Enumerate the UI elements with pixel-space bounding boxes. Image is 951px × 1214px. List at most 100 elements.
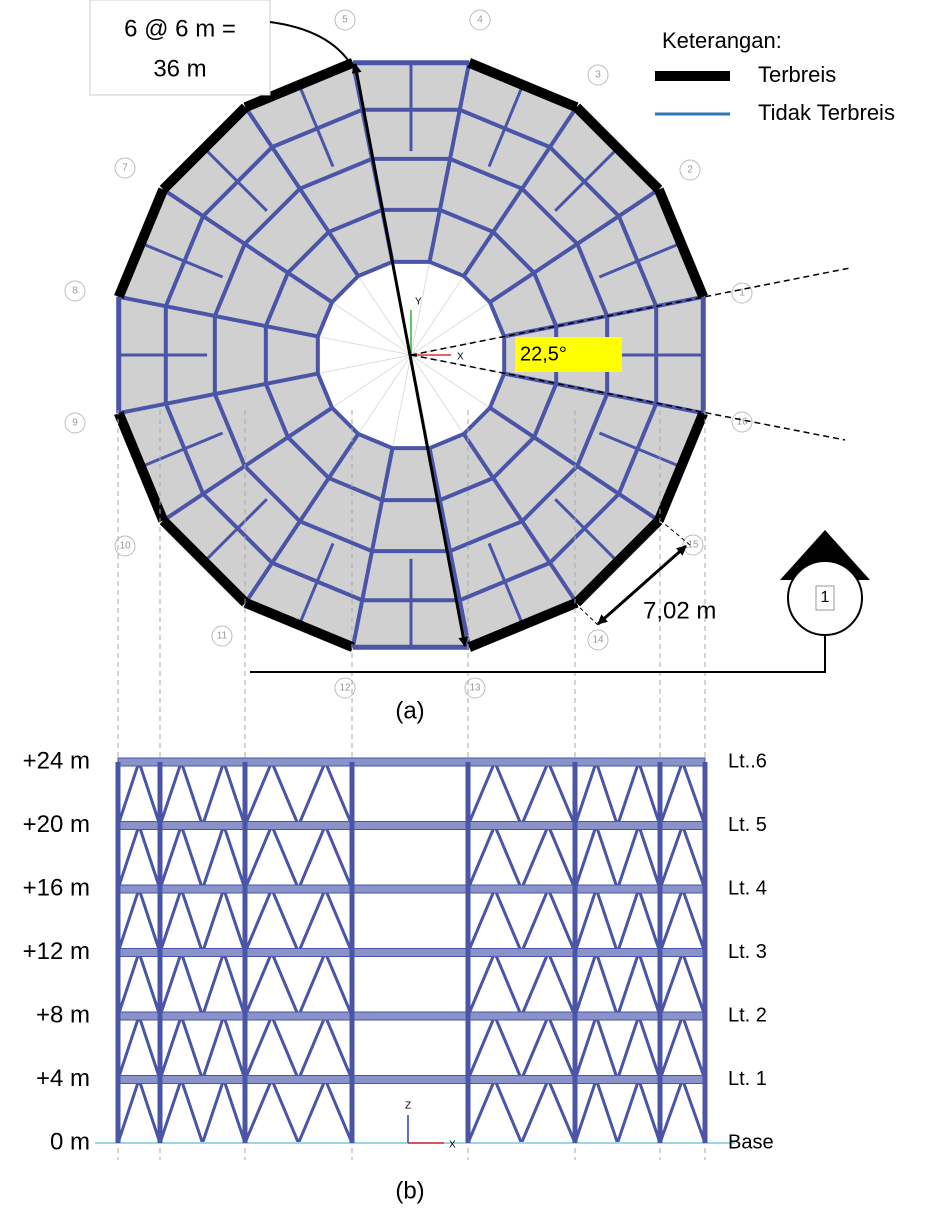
brace (618, 953, 661, 1017)
grid-label: 2 (687, 165, 693, 176)
brace (160, 889, 203, 953)
brace (203, 1080, 246, 1144)
brace (660, 1080, 705, 1144)
caption: (a) (395, 697, 424, 724)
grid-label: 13 (469, 683, 481, 694)
dimension-label: 36 m (153, 55, 206, 82)
floor-beam (118, 949, 705, 957)
grid-label: 7 (122, 163, 128, 174)
grid-label: 4 (477, 15, 483, 26)
brace (660, 953, 705, 1017)
brace (118, 826, 160, 890)
brace (203, 889, 246, 953)
brace (160, 1016, 203, 1080)
brace (468, 826, 522, 890)
brace (660, 1016, 705, 1080)
brace (118, 762, 160, 826)
grid-label: 10 (119, 541, 131, 552)
grid-label: 3 (595, 70, 601, 81)
brace (245, 889, 299, 953)
dimension-label: 6 @ 6 m = (124, 15, 236, 42)
brace (522, 826, 576, 890)
brace (245, 826, 299, 890)
grid-label: 14 (592, 635, 604, 646)
grid-label: 15 (687, 540, 699, 551)
angle-label: 22,5° (520, 343, 567, 365)
brace (299, 762, 353, 826)
brace (660, 826, 705, 890)
level-height: +4 m (36, 1065, 90, 1092)
grid-label: 11 (217, 631, 228, 642)
brace (160, 1080, 203, 1144)
brace (618, 1016, 661, 1080)
axis-label: X (457, 352, 464, 363)
level-height: +12 m (23, 938, 90, 965)
brace (203, 762, 246, 826)
brace (118, 953, 160, 1017)
brace (575, 762, 618, 826)
axis-label: Y (415, 297, 422, 308)
brace (245, 953, 299, 1017)
brace (299, 953, 353, 1017)
legend-label: Terbreis (758, 62, 836, 87)
level-name: Lt. 5 (728, 814, 767, 836)
level-name: Lt..6 (728, 750, 767, 772)
section-label: 1 (821, 589, 830, 606)
brace (660, 762, 705, 826)
caption: (b) (395, 1177, 424, 1204)
brace (299, 889, 353, 953)
brace (160, 826, 203, 890)
axis-label: X (449, 1140, 456, 1151)
level-name: Base (728, 1131, 774, 1153)
extension (575, 603, 598, 625)
level-height: +20 m (23, 811, 90, 838)
brace (118, 1080, 160, 1144)
brace (160, 953, 203, 1017)
brace (468, 1080, 522, 1144)
brace (618, 826, 661, 890)
brace (118, 889, 160, 953)
brace (468, 762, 522, 826)
page: 1234578910111213141516YX +24 mLt..6+20 m… (0, 0, 951, 1214)
legend-label: Tidak Terbreis (758, 100, 895, 125)
legend-title: Keterangan: (662, 28, 782, 53)
floor-beam (118, 758, 705, 766)
brace (575, 953, 618, 1017)
brace (522, 1080, 576, 1144)
brace (203, 1016, 246, 1080)
brace (522, 889, 576, 953)
brace (575, 1080, 618, 1144)
grid-label: 16 (736, 417, 748, 428)
floor-beam (118, 885, 705, 893)
brace (575, 826, 618, 890)
floor-beam (118, 822, 705, 830)
brace (522, 1016, 576, 1080)
level-name: Lt. 2 (728, 1004, 767, 1026)
brace (522, 953, 576, 1017)
level-name: Lt. 3 (728, 941, 767, 963)
floor-beam (118, 1012, 705, 1020)
level-name: Lt. 4 (728, 877, 767, 899)
brace (618, 889, 661, 953)
grid-label: 12 (339, 683, 351, 694)
brace (299, 1080, 353, 1144)
level-name: Lt. 1 (728, 1068, 767, 1090)
brace (118, 1016, 160, 1080)
brace (245, 762, 299, 826)
level-height: 0 m (50, 1128, 90, 1155)
brace (299, 1016, 353, 1080)
brace (245, 1016, 299, 1080)
brace (468, 953, 522, 1017)
brace (575, 889, 618, 953)
brace (468, 889, 522, 953)
brace (618, 762, 661, 826)
brace (660, 889, 705, 953)
level-height: +16 m (23, 874, 90, 901)
grid-label: 8 (72, 286, 78, 297)
brace (522, 762, 576, 826)
edge-length-label: 7,02 m (643, 597, 716, 624)
brace (203, 953, 246, 1017)
brace (618, 1080, 661, 1144)
brace (468, 1016, 522, 1080)
brace (160, 762, 203, 826)
